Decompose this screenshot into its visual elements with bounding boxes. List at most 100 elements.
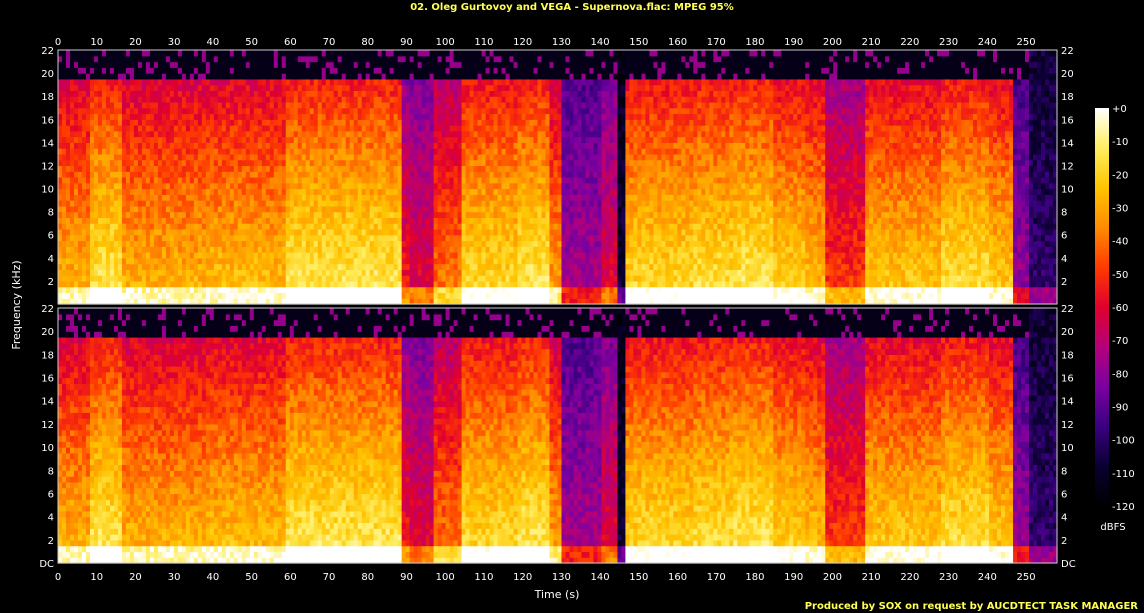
x-tick-bottom-label: 230 xyxy=(939,572,958,583)
x-tick-top-label: 50 xyxy=(245,37,258,48)
y-tick-right-label: 12 xyxy=(1061,420,1074,431)
channel-2-spectrogram xyxy=(58,308,1058,564)
y-tick-left-label: 16 xyxy=(41,374,54,385)
y-tick-left-label: 8 xyxy=(48,466,54,477)
x-tick-bottom-label: 30 xyxy=(168,572,181,583)
y-tick-left-label: 20 xyxy=(41,327,54,338)
y-tick-left-label: 16 xyxy=(41,115,54,126)
x-tick-top-label: 230 xyxy=(939,37,958,48)
x-tick-top-label: 110 xyxy=(474,37,493,48)
y-tick-left-label: 20 xyxy=(41,69,54,80)
colorbar-tick-label: -20 xyxy=(1112,170,1128,181)
y-tick-left-label: 4 xyxy=(48,254,54,265)
x-tick-bottom-label: 150 xyxy=(629,572,648,583)
y-tick-left-label: 12 xyxy=(41,420,54,431)
x-tick-bottom-label: 60 xyxy=(284,572,297,583)
colorbar-tick-label: -120 xyxy=(1112,502,1135,513)
y-tick-right-label: 8 xyxy=(1061,208,1067,219)
colorbar-tick-label: -110 xyxy=(1112,469,1135,480)
y-tick-right-label: 8 xyxy=(1061,466,1067,477)
x-tick-bottom-label: 0 xyxy=(55,572,61,583)
x-tick-top-label: 90 xyxy=(400,37,413,48)
y-tick-right-label: 6 xyxy=(1061,489,1067,500)
y-tick-left-label: 12 xyxy=(41,161,54,172)
x-tick-bottom-label: 180 xyxy=(745,572,764,583)
y-tick-left-label: 6 xyxy=(48,231,54,242)
x-axis-top-ticks: 0 10 20 30 40 50 60 70 80 90 100 110 120 130 140 150 160… xyxy=(55,37,1036,48)
x-tick-top-label: 0 xyxy=(55,37,61,48)
colorbar-tick-label: -10 xyxy=(1112,137,1128,148)
y-tick-left-label: 2 xyxy=(48,536,54,547)
y-tick-left-label: 10 xyxy=(41,443,54,454)
y-tick-right-label: 10 xyxy=(1061,185,1074,196)
x-tick-bottom-label: 160 xyxy=(668,572,687,583)
colorbar-tick-label: -40 xyxy=(1112,237,1128,248)
y-tick-left-label: 4 xyxy=(48,513,54,524)
y-tick-left-label: 18 xyxy=(41,92,54,103)
x-tick-bottom-label: 80 xyxy=(361,572,374,583)
y-tick-left-label: 14 xyxy=(41,397,54,408)
y-tick-left-label: 6 xyxy=(48,489,54,500)
x-tick-top-label: 150 xyxy=(629,37,648,48)
x-tick-top-label: 20 xyxy=(129,37,142,48)
x-tick-top-label: 10 xyxy=(90,37,103,48)
x-tick-top-label: 250 xyxy=(1016,37,1035,48)
x-tick-bottom-label: 50 xyxy=(245,572,258,583)
x-tick-bottom-label: 110 xyxy=(474,572,493,583)
y-tick-left-label: 14 xyxy=(41,138,54,149)
x-tick-top-label: 80 xyxy=(361,37,374,48)
y-tick-left-label: 18 xyxy=(41,350,54,361)
x-tick-bottom-label: 120 xyxy=(513,572,532,583)
y-tick-right-label: 16 xyxy=(1061,115,1074,126)
x-tick-top-label: 140 xyxy=(591,37,610,48)
y-tick-right-label: 2 xyxy=(1061,536,1067,547)
channel-1-spectrogram xyxy=(58,50,1058,305)
colorbar: +0 -10 -20 -30 -40 -50 -60 -70 -80 -90 -100 -110 -12… xyxy=(1095,104,1135,533)
colorbar-gradient xyxy=(1095,108,1109,506)
y-tick-right-label: 20 xyxy=(1061,69,1074,80)
x-tick-bottom-label: 250 xyxy=(1016,572,1035,583)
chart-title: 02. Oleg Gurtovoy and VEGA - Supernova.f… xyxy=(410,2,734,13)
y-tick-right-label: 18 xyxy=(1061,92,1074,103)
x-tick-top-label: 180 xyxy=(745,37,764,48)
y-tick-left-label: 2 xyxy=(48,277,54,288)
colorbar-tick-label: -70 xyxy=(1112,336,1128,347)
x-tick-top-label: 30 xyxy=(168,37,181,48)
x-tick-top-label: 220 xyxy=(900,37,919,48)
x-tick-top-label: 240 xyxy=(978,37,997,48)
y-tick-left-label: 10 xyxy=(41,185,54,196)
x-tick-top-label: 210 xyxy=(862,37,881,48)
x-tick-top-label: 200 xyxy=(823,37,842,48)
x-tick-bottom-label: 210 xyxy=(862,572,881,583)
y-tick-right-label: 22 xyxy=(1061,46,1074,57)
colorbar-unit-label: dBFS xyxy=(1100,522,1125,533)
y-tick-right-label: 14 xyxy=(1061,138,1074,149)
y-tick-right-label: 10 xyxy=(1061,443,1074,454)
x-tick-top-label: 170 xyxy=(707,37,726,48)
colorbar-tick-label: -100 xyxy=(1112,436,1135,447)
y-tick-right-label: 12 xyxy=(1061,161,1074,172)
y-tick-left-label: DC xyxy=(39,559,54,570)
x-tick-bottom-label: 220 xyxy=(900,572,919,583)
y-tick-right-label: 18 xyxy=(1061,350,1074,361)
y-tick-right-label: 4 xyxy=(1061,254,1067,265)
colorbar-tick-label: -90 xyxy=(1112,403,1128,414)
colorbar-tick-label: -30 xyxy=(1112,204,1128,215)
x-tick-bottom-label: 200 xyxy=(823,572,842,583)
x-tick-top-label: 70 xyxy=(323,37,336,48)
y-tick-right-label: 22 xyxy=(1061,304,1074,315)
y-tick-right-label: 14 xyxy=(1061,397,1074,408)
y-tick-right-label: 20 xyxy=(1061,327,1074,338)
plot-frame xyxy=(57,49,1058,564)
x-axis-label: Time (s) xyxy=(534,588,580,601)
x-tick-top-label: 40 xyxy=(207,37,220,48)
x-tick-bottom-label: 130 xyxy=(552,572,571,583)
x-tick-top-label: 120 xyxy=(513,37,532,48)
y-tick-right-label: 16 xyxy=(1061,374,1074,385)
y-tick-left-label: 22 xyxy=(41,304,54,315)
x-tick-top-label: 60 xyxy=(284,37,297,48)
x-tick-bottom-label: 20 xyxy=(129,572,142,583)
y-tick-right-label: 4 xyxy=(1061,513,1067,524)
colorbar-tick-label: -80 xyxy=(1112,369,1128,380)
